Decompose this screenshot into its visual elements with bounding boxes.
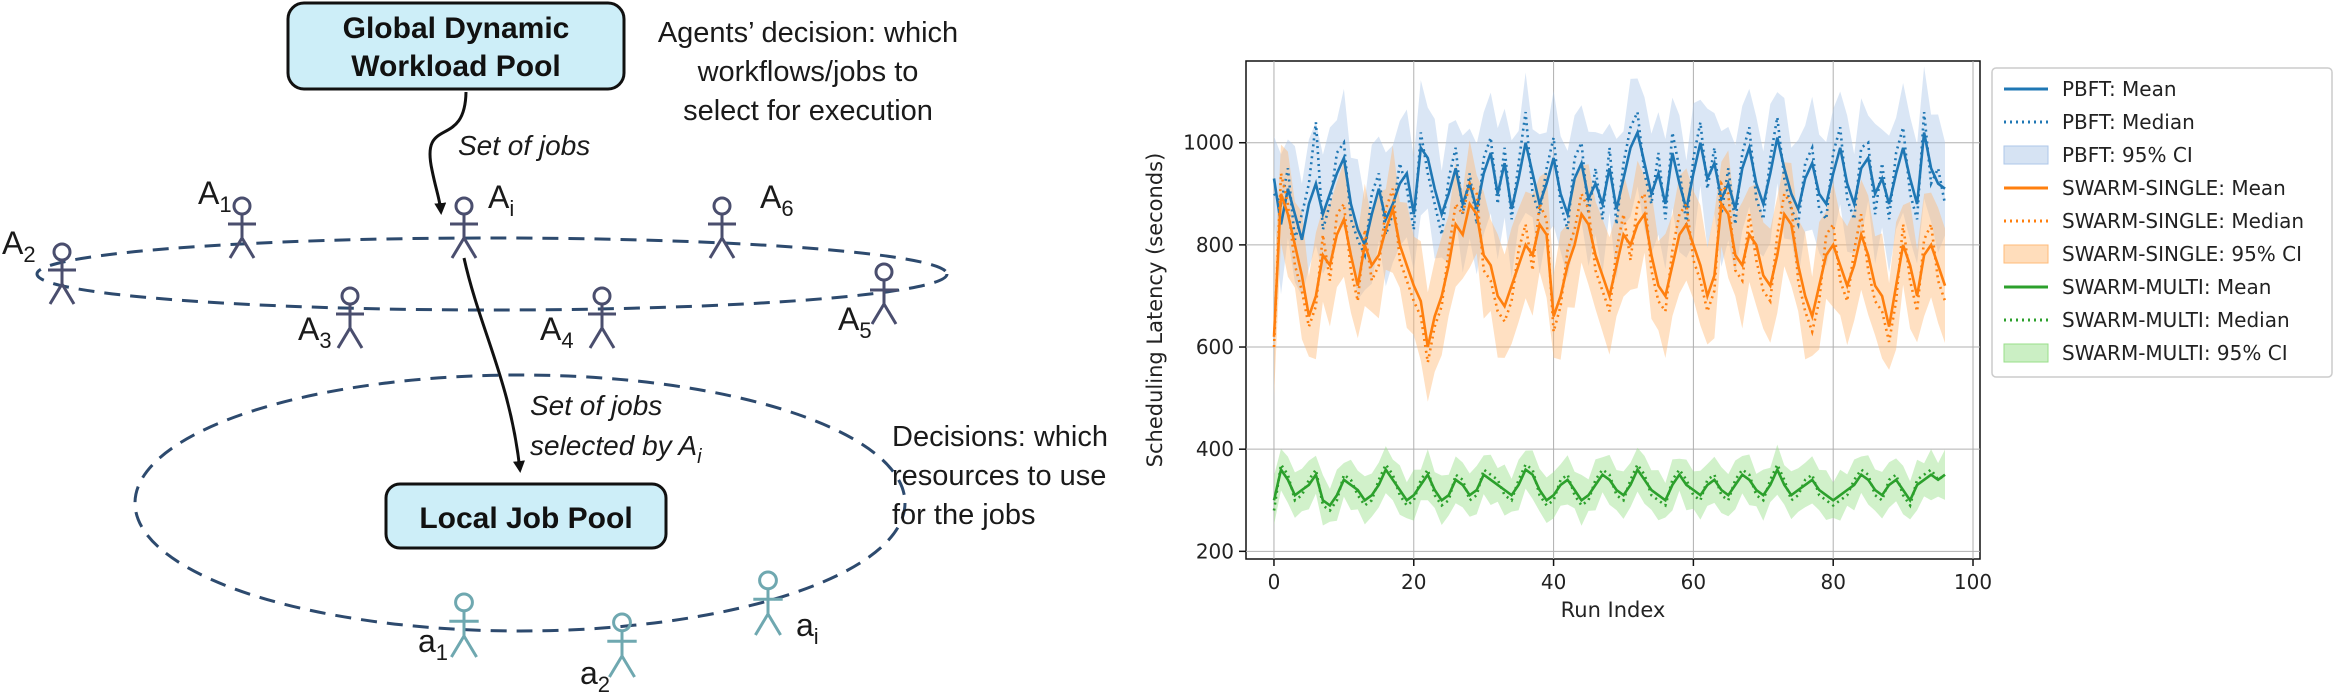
- y-tick-label: 400: [1196, 437, 1234, 461]
- x-axis-label: Run Index: [1561, 598, 1666, 622]
- agent-label-Ai: Ai: [488, 179, 514, 221]
- agent-icon: [336, 286, 364, 349]
- legend-item: PBFT: Median: [2004, 110, 2195, 134]
- agent-label-A5: A5: [838, 301, 872, 343]
- agent-icon: [228, 196, 256, 259]
- agent-icon: [870, 262, 898, 325]
- legend-item: SWARM-SINGLE: Mean: [2004, 176, 2286, 200]
- selected-jobs-line2: selected by Ai: [530, 430, 702, 468]
- ci-band-swarm-single: [1274, 140, 1945, 402]
- resource-icon: [449, 592, 479, 658]
- decisions-line2: resources to use: [892, 460, 1106, 492]
- decisions-line3: for the jobs: [892, 499, 1035, 531]
- x-tick-label: 0: [1268, 570, 1281, 594]
- legend-swatch: [2003, 343, 2049, 363]
- legend-item: PBFT: 95% CI: [2003, 143, 2193, 167]
- y-tick-label: 800: [1196, 233, 1234, 257]
- median-line-swarm-single: [1272, 173, 1947, 363]
- resource-icon: [607, 612, 637, 678]
- legend-label: PBFT: Median: [2062, 110, 2195, 134]
- legend-label: SWARM-MULTI: Mean: [2062, 275, 2271, 299]
- set-of-jobs-label: Set of jobs: [458, 130, 590, 161]
- arrow-to-agent: [428, 91, 468, 215]
- agent-icon: [588, 286, 616, 349]
- y-axis-label: Scheduling Latency (seconds): [1143, 153, 1167, 468]
- legend-label: SWARM-SINGLE: Median: [2062, 209, 2304, 233]
- legend-label: SWARM-SINGLE: 95% CI: [2062, 242, 2302, 266]
- legend-label: SWARM-MULTI: 95% CI: [2062, 341, 2288, 365]
- legend-swatch: [2003, 244, 2049, 264]
- agent-icon: [450, 196, 478, 259]
- mean-line-pbft: [1272, 128, 1946, 249]
- y-tick-label: 200: [1196, 539, 1234, 563]
- global-pool-title-line1: Global Dynamic: [343, 12, 570, 45]
- agents-decision-line3: select for execution: [683, 95, 933, 127]
- resource-label-a1: a1: [418, 623, 448, 665]
- diagram: Global Dynamic Workload Pool Agents’ dec…: [2, 1, 1108, 697]
- decisions-line1: Decisions: which: [892, 421, 1108, 453]
- x-tick-label: 60: [1681, 570, 1706, 594]
- x-tick-label: 80: [1820, 570, 1845, 594]
- legend-item: PBFT: Mean: [2004, 77, 2177, 101]
- resource-icon: [753, 570, 783, 636]
- legend-label: SWARM-SINGLE: Mean: [2062, 176, 2286, 200]
- legend-item: SWARM-SINGLE: Median: [2004, 209, 2304, 233]
- x-tick-label: 40: [1541, 570, 1566, 594]
- agent-label-A4: A4: [540, 311, 574, 353]
- global-pool-title-line2: Workload Pool: [351, 50, 560, 83]
- resource-label-ai: ai: [796, 607, 819, 649]
- agents-decision-line1: Agents’ decision: which: [658, 17, 958, 49]
- legend-item: SWARM-MULTI: Mean: [2004, 275, 2271, 299]
- mean-line-swarm-single: [1272, 193, 1947, 348]
- local-pool-box: Local Job Pool: [384, 482, 668, 550]
- legend: PBFT: Mean PBFT: Median PBFT: 95% CI SWARM-…: [1991, 67, 2333, 378]
- global-pool-box: Global Dynamic Workload Pool: [286, 1, 626, 91]
- legend-item: SWARM-SINGLE: 95% CI: [2003, 242, 2302, 266]
- legend-item: SWARM-MULTI: 95% CI: [2003, 341, 2288, 365]
- agents-ring: [35, 236, 949, 312]
- y-tick-label: 600: [1196, 335, 1234, 359]
- agent-label-A2: A2: [2, 225, 36, 267]
- legend-label: SWARM-MULTI: Median: [2062, 308, 2290, 332]
- y-tick-label: 1000: [1183, 131, 1234, 155]
- median-line-swarm-multi: [1272, 461, 1946, 513]
- agent-icon: [708, 196, 736, 259]
- local-pool-title: Local Job Pool: [419, 502, 632, 535]
- latency-chart: 0 20 40 60 80 100 200 400 600 800 1000 Run Index S…: [1143, 60, 2333, 622]
- agent-icon: [48, 242, 76, 305]
- local-ring: [133, 373, 907, 633]
- agents-decision-line2: workflows/jobs to: [697, 56, 919, 88]
- arrow-to-local-pool: [462, 257, 525, 473]
- agent-label-A6: A6: [760, 179, 794, 221]
- legend-swatch: [2003, 145, 2049, 165]
- mean-line-swarm-multi: [1272, 466, 1946, 508]
- legend-label: PBFT: 95% CI: [2062, 143, 2193, 167]
- x-tick-label: 100: [1954, 570, 1992, 594]
- resource-label-a2: a2: [580, 655, 610, 697]
- agent-label-A1: A1: [198, 175, 232, 217]
- legend-item: SWARM-MULTI: Median: [2004, 308, 2290, 332]
- legend-label: PBFT: Mean: [2062, 77, 2177, 101]
- x-tick-label: 20: [1401, 570, 1426, 594]
- agent-label-A3: A3: [298, 311, 332, 353]
- selected-jobs-line1: Set of jobs: [530, 390, 662, 421]
- plot-area: [1245, 60, 1981, 560]
